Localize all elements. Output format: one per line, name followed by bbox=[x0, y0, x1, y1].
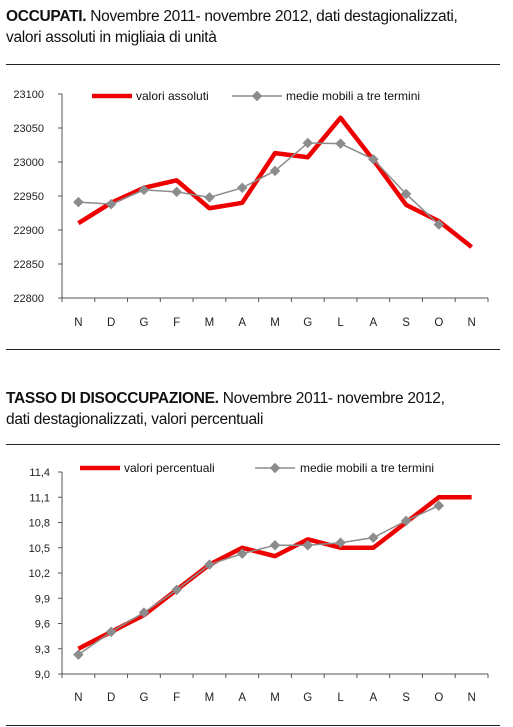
top-rule bbox=[6, 64, 500, 65]
data-point-medie-mobili bbox=[400, 515, 412, 527]
data-point-medie-mobili bbox=[433, 219, 445, 230]
chart-title-bold: TASSO DI DISOCCUPAZIONE. bbox=[6, 390, 219, 407]
y-tick-label: 22950 bbox=[13, 191, 44, 203]
data-point-medie-mobili bbox=[138, 607, 150, 618]
x-tick-label: D bbox=[107, 317, 115, 329]
series-line-medie-mobili bbox=[77, 504, 440, 656]
x-tick-label: O bbox=[434, 317, 443, 329]
legend-label: medie mobili a tre termini bbox=[300, 461, 434, 475]
data-point-medie-mobili bbox=[171, 584, 183, 596]
data-point-medie-mobili bbox=[400, 188, 412, 200]
x-tick-label: N bbox=[467, 317, 475, 329]
chart-title: OCCUPATI. Novembre 2011- novembre 2012, … bbox=[6, 6, 458, 48]
data-point-medie-mobili bbox=[73, 649, 84, 660]
x-tick-label: G bbox=[303, 317, 312, 329]
data-point-medie-mobili bbox=[269, 165, 281, 177]
chart-title-rest: Novembre 2011- novembre 2012, bbox=[218, 390, 445, 407]
y-tick-label: 11,1 bbox=[29, 492, 50, 504]
y-tick-label: 10,8 bbox=[29, 518, 50, 530]
data-point-medie-mobili bbox=[236, 548, 248, 559]
chart-title: TASSO DI DISOCCUPAZIONE. Novembre 2011- … bbox=[6, 388, 445, 430]
x-tick-label: M bbox=[270, 317, 280, 329]
data-point-medie-mobili bbox=[367, 532, 379, 544]
data-point-medie-mobili bbox=[335, 537, 346, 549]
legend-label: valori percentuali bbox=[124, 461, 215, 475]
x-tick-label: N bbox=[74, 692, 82, 704]
x-tick-label: A bbox=[238, 317, 246, 329]
y-tick-label: 9,0 bbox=[35, 669, 50, 681]
y-tick-label: 22900 bbox=[13, 225, 44, 237]
x-tick-label: G bbox=[139, 317, 148, 329]
x-tick-label: F bbox=[173, 692, 180, 704]
data-point-medie-mobili bbox=[171, 186, 183, 198]
y-tick-label: 9,3 bbox=[35, 644, 50, 656]
occupati-line-chart: 23100 23050 23000 22950 22900 22850 22800 N D G F M… bbox=[13, 89, 489, 329]
x-tick-label: N bbox=[467, 692, 475, 704]
data-point-medie-mobili bbox=[302, 137, 314, 149]
chart-disoccupazione: TASSO DI DISOCCUPAZIONE. Novembre 2011- … bbox=[0, 350, 513, 727]
y-tick-label: 23050 bbox=[13, 123, 44, 135]
y-tick-label: 9,9 bbox=[35, 593, 50, 605]
data-point-medie-mobili bbox=[433, 500, 445, 512]
x-tick-label: G bbox=[139, 692, 148, 704]
x-tick-label: A bbox=[369, 317, 377, 329]
y-tick-label: 22850 bbox=[13, 259, 44, 271]
disoccupazione-line-chart: 11,4 11,1 10,8 10,5 10,2 9,9 9,6 9,3 9,0 N D G F M A M G… bbox=[29, 461, 489, 704]
y-tick-label: 9,6 bbox=[35, 619, 50, 631]
bottom-rule bbox=[6, 725, 500, 726]
x-tick-label: M bbox=[270, 692, 280, 704]
x-tick-label: M bbox=[205, 692, 215, 704]
y-tick-label: 23100 bbox=[13, 89, 44, 101]
y-tick-label: 11,4 bbox=[29, 467, 50, 479]
data-point-medie-mobili bbox=[73, 196, 84, 208]
legend-label: medie mobili a tre termini bbox=[286, 89, 420, 103]
chart-title-line2: dati destagionalizzati, valori percentua… bbox=[6, 411, 264, 428]
x-tick-label: M bbox=[205, 317, 215, 329]
x-tick-label: F bbox=[173, 317, 180, 329]
data-point-medie-mobili bbox=[236, 182, 248, 194]
x-tick-label: N bbox=[74, 317, 82, 329]
y-tick-label: 10,5 bbox=[29, 543, 50, 555]
x-tick-label: A bbox=[369, 692, 377, 704]
data-point-medie-mobili bbox=[105, 626, 117, 638]
x-tick-label: G bbox=[303, 692, 312, 704]
y-tick-label: 22800 bbox=[13, 293, 44, 305]
data-point-medie-mobili bbox=[367, 153, 379, 165]
x-tick-label: O bbox=[434, 692, 443, 704]
x-tick-label: D bbox=[107, 692, 115, 704]
data-point-medie-mobili bbox=[105, 198, 117, 210]
chart-occupati: OCCUPATI. Novembre 2011- novembre 2012, … bbox=[0, 0, 513, 350]
chart-title-rest: Novembre 2011- novembre 2012, dati desta… bbox=[86, 8, 458, 25]
chart-title-line2: valori assoluti in migliaia di unità bbox=[6, 29, 217, 46]
legend-diamond-icon bbox=[269, 462, 281, 474]
series-line-medie-mobili bbox=[78, 142, 440, 226]
series-line-valori bbox=[77, 115, 474, 249]
data-point-medie-mobili bbox=[269, 539, 281, 551]
chart-title-bold: OCCUPATI. bbox=[6, 8, 87, 25]
x-tick-label: S bbox=[402, 317, 410, 329]
data-point-medie-mobili bbox=[138, 184, 150, 196]
series-line-valori bbox=[77, 495, 472, 651]
x-tick-label: L bbox=[337, 317, 344, 329]
legend-label: valori assoluti bbox=[136, 89, 209, 103]
y-tick-label: 23000 bbox=[13, 157, 44, 169]
legend-diamond-icon bbox=[251, 90, 263, 102]
bottom-rule bbox=[6, 349, 500, 350]
x-tick-label: L bbox=[337, 692, 344, 704]
data-point-medie-mobili bbox=[302, 539, 314, 551]
data-point-medie-mobili bbox=[204, 192, 215, 203]
top-rule bbox=[6, 444, 500, 445]
y-tick-label: 10,2 bbox=[29, 568, 50, 580]
data-point-medie-mobili bbox=[335, 138, 346, 149]
x-tick-label: S bbox=[402, 692, 410, 704]
x-tick-label: A bbox=[238, 692, 246, 704]
data-point-medie-mobili bbox=[204, 559, 215, 570]
